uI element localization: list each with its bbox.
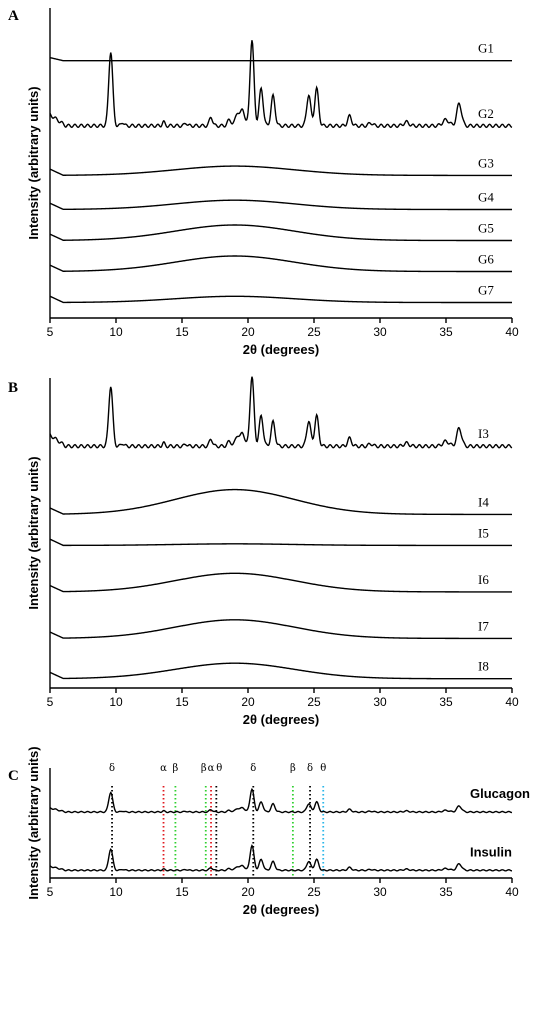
x-axis-label: 2θ (degrees)	[243, 342, 319, 357]
x-tick-label: 30	[373, 325, 387, 339]
series-label: I3	[478, 426, 489, 441]
series-trace-i3	[49, 376, 513, 449]
series-trace-g4	[49, 199, 512, 211]
x-tick-label: 35	[439, 885, 453, 899]
x-tick-label: 15	[175, 885, 189, 899]
series-trace-g7	[49, 295, 512, 304]
series-trace-i5	[49, 538, 512, 547]
series-trace-i6	[49, 572, 512, 593]
series-trace-g1	[49, 56, 512, 62]
series-trace-g3	[49, 165, 512, 177]
series-trace-i8	[49, 662, 512, 680]
x-tick-label: 5	[47, 885, 54, 899]
x-tick-label: 20	[241, 325, 255, 339]
phase-marker-label: β	[201, 763, 207, 774]
x-axis-label: 2θ (degrees)	[243, 712, 319, 727]
x-tick-label: 25	[307, 885, 321, 899]
x-tick-label: 10	[109, 325, 123, 339]
series-trace-glucagon	[49, 787, 513, 814]
series-trace-g5	[49, 224, 512, 242]
series-label: G2	[478, 106, 494, 121]
phase-marker-label: β	[290, 763, 296, 774]
x-tick-label: 35	[439, 695, 453, 709]
x-tick-label: 30	[373, 695, 387, 709]
series-label: G7	[478, 283, 494, 298]
series-label: I7	[478, 618, 489, 633]
phase-marker-label: δ	[307, 763, 313, 774]
phase-marker-label: β	[173, 763, 179, 774]
series-trace-i7	[49, 619, 512, 640]
x-tick-label: 40	[505, 325, 519, 339]
series-label: G5	[478, 221, 494, 236]
x-tick-label: 10	[109, 695, 123, 709]
x-tick-label: 25	[307, 325, 321, 339]
series-label: Insulin	[470, 844, 512, 859]
series-trace-i4	[49, 488, 512, 516]
series-trace-g2	[49, 40, 513, 129]
panel-letter: C	[8, 768, 19, 784]
y-axis-label: Intensity (arbitrary units)	[26, 746, 41, 899]
panel-b: B 5 10 15 20 25 30 35 40 2θ (degrees) Intensity (a…	[8, 376, 519, 727]
panel-letter: A	[8, 8, 19, 24]
x-tick-label: 15	[175, 325, 189, 339]
phase-marker-label: α	[160, 763, 167, 774]
phase-marker-label: θ	[320, 763, 326, 774]
x-tick-label: 20	[241, 695, 255, 709]
series-trace-insulin	[49, 844, 513, 872]
panel-letter: B	[8, 380, 18, 396]
y-axis-label: Intensity (arbitrary units)	[26, 456, 41, 609]
series-trace-g6	[49, 255, 512, 273]
series-label: Glucagon	[470, 786, 530, 801]
series-label: I6	[478, 572, 489, 587]
phase-marker-label: δ	[109, 763, 115, 774]
series-label: I8	[478, 659, 489, 674]
x-tick-label: 20	[241, 885, 255, 899]
x-tick-label: 40	[505, 695, 519, 709]
phase-marker-label: θ	[216, 763, 222, 774]
series-label: I4	[478, 494, 489, 509]
x-tick-label: 10	[109, 885, 123, 899]
x-tick-label: 35	[439, 325, 453, 339]
series-label: G1	[478, 41, 494, 56]
x-tick-label: 40	[505, 885, 519, 899]
x-tick-label: 15	[175, 695, 189, 709]
y-axis-label: Intensity (arbitrary units)	[26, 86, 41, 239]
x-tick-label: 5	[47, 325, 54, 339]
series-label: G3	[478, 155, 494, 170]
x-axis-label: 2θ (degrees)	[243, 902, 319, 917]
phase-marker-label: α	[208, 763, 215, 774]
series-label: G4	[478, 190, 494, 205]
panel-a: A 5 10 15 20 25 30 35 40 2θ (degrees) Intensity (a…	[8, 8, 519, 357]
phase-marker-label: δ	[250, 763, 256, 774]
x-tick-label: 30	[373, 885, 387, 899]
series-label: G6	[478, 252, 494, 267]
x-tick-label: 5	[47, 695, 54, 709]
x-tick-label: 25	[307, 695, 321, 709]
panel-c: C 5 10 15 20 25 30 35 40 2θ (degrees) Intensity (a…	[8, 746, 530, 917]
series-label: I5	[478, 525, 489, 540]
